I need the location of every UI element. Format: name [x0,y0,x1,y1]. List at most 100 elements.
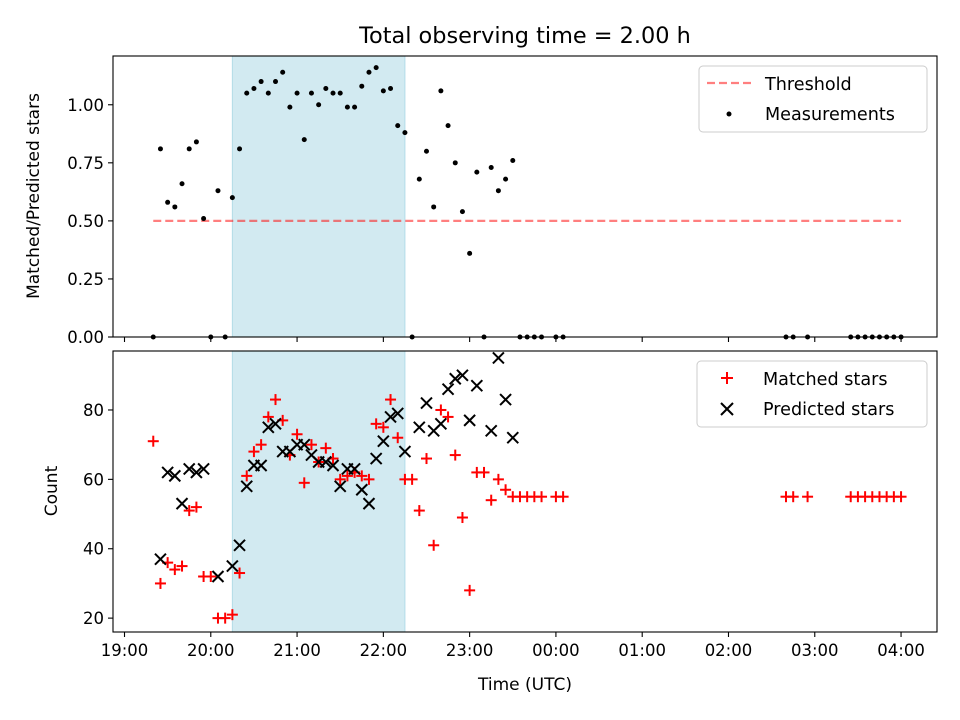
cross-b [254,459,268,472]
matched-star-point [413,505,425,517]
x-tick-label: 20:00 [187,641,235,660]
predicted-star-point [441,382,455,396]
measurement-point [179,181,185,187]
matched-star-point [341,470,353,482]
predicted-stars-series [154,351,519,583]
predicted-star-point [211,570,225,583]
measurement-point [337,90,343,96]
x-tick-label: 23:00 [446,641,494,660]
measurements-series [150,65,904,340]
y-tick-label: 0.50 [67,212,104,231]
matched-star-point [183,505,195,517]
predicted-star-point [398,445,412,458]
y-tick-label: 0.25 [67,270,104,289]
measurement-point [265,90,271,96]
y-tick-label: 60 [83,470,104,489]
predicted-star-point [413,421,426,434]
predicted-star-point [326,459,340,472]
y-tick-label: 0.00 [67,328,104,347]
matched-star-point [190,501,202,513]
matched-star-point [255,439,267,451]
predicted-star-point [420,396,433,410]
cross-b [211,570,225,583]
matched-star-point [456,512,468,524]
matched-star-point [370,418,382,430]
chart-title: Total observing time = 2.00 h [358,23,691,49]
measurement-point [165,199,171,205]
cross-b [175,497,189,510]
predicted-star-point [384,410,397,424]
measurement-point [316,102,322,108]
top-axes-frame [112,55,938,338]
cross-b [326,459,340,472]
legend-threshold-label: Threshold [764,75,852,95]
measurement-point [373,65,379,71]
predicted-star-point [233,539,246,552]
cross-b [484,424,498,437]
predicted-star-point [334,480,347,493]
matched-star-point [428,539,440,551]
cross-b [463,414,476,427]
legend-measurements-icon [726,111,732,117]
measurement-point [157,146,163,152]
predicted-star-point [369,452,383,465]
bottom-y-axis-label: Count [42,465,62,516]
measurement-point [402,130,408,136]
cross-b [233,539,246,552]
legend-predicted-label: Predicted stars [763,400,894,420]
predicted-star-point [175,497,189,510]
measurement-point [467,250,473,256]
cross-b [269,417,282,431]
matched-star-point [485,494,497,506]
matched-star-point [248,446,260,458]
matched-star-point [291,428,303,440]
top-y-ticks: 0.00 0.25 0.50 0.75 1.00 [67,96,113,347]
matched-star-point [219,612,231,624]
cross-b [362,497,376,510]
matched-star-point [392,432,404,444]
matched-star-point [262,411,274,423]
predicted-star-point [470,379,484,392]
observing-window-shade [231,55,406,338]
observing-window [231,55,406,338]
bottom-legend: Matched stars Predicted stars [696,360,928,428]
cross-b [183,462,196,476]
legend-measurements-label: Measurements [765,105,895,125]
matched-star-point [492,473,504,485]
legend-matched-label: Matched stars [763,370,888,390]
matched-star-point [298,477,310,489]
predicted-star-point [240,480,253,493]
predicted-star-point [197,462,210,476]
top-legend: Threshold Measurements [698,65,928,133]
x-axis-label: Time (UTC) [477,675,572,695]
top-legend-box [698,65,928,133]
measurement-point [330,90,336,96]
cross-b [348,462,361,476]
measurement-point [495,188,501,194]
measurement-point [323,86,329,92]
top-x-ticks [123,337,902,342]
cross-b [190,466,203,479]
measurement-point [193,139,199,145]
predicted-star-point [463,414,476,427]
matched-star-point [154,577,166,589]
predicted-star-point [355,483,368,496]
cross-b [355,483,368,496]
cross-b [305,448,318,462]
measurement-point [395,123,401,129]
measurement-point [431,204,437,210]
x-tick-label: 21:00 [273,641,321,660]
measurement-point [215,188,221,194]
measurement-point [438,88,444,94]
measurement-point [229,195,235,201]
matched-star-point [234,567,246,579]
predicted-star-point [434,417,448,431]
measurement-point [388,86,394,92]
measurement-point [287,104,293,110]
predicted-star-point [456,369,469,382]
count-panel: 20 40 60 80 19:00 20:00 21:00 22:00 23:00 00:00 0… [42,350,938,695]
observing-window [231,350,406,633]
matched-star-point [478,466,490,478]
matched-star-point [241,470,253,482]
